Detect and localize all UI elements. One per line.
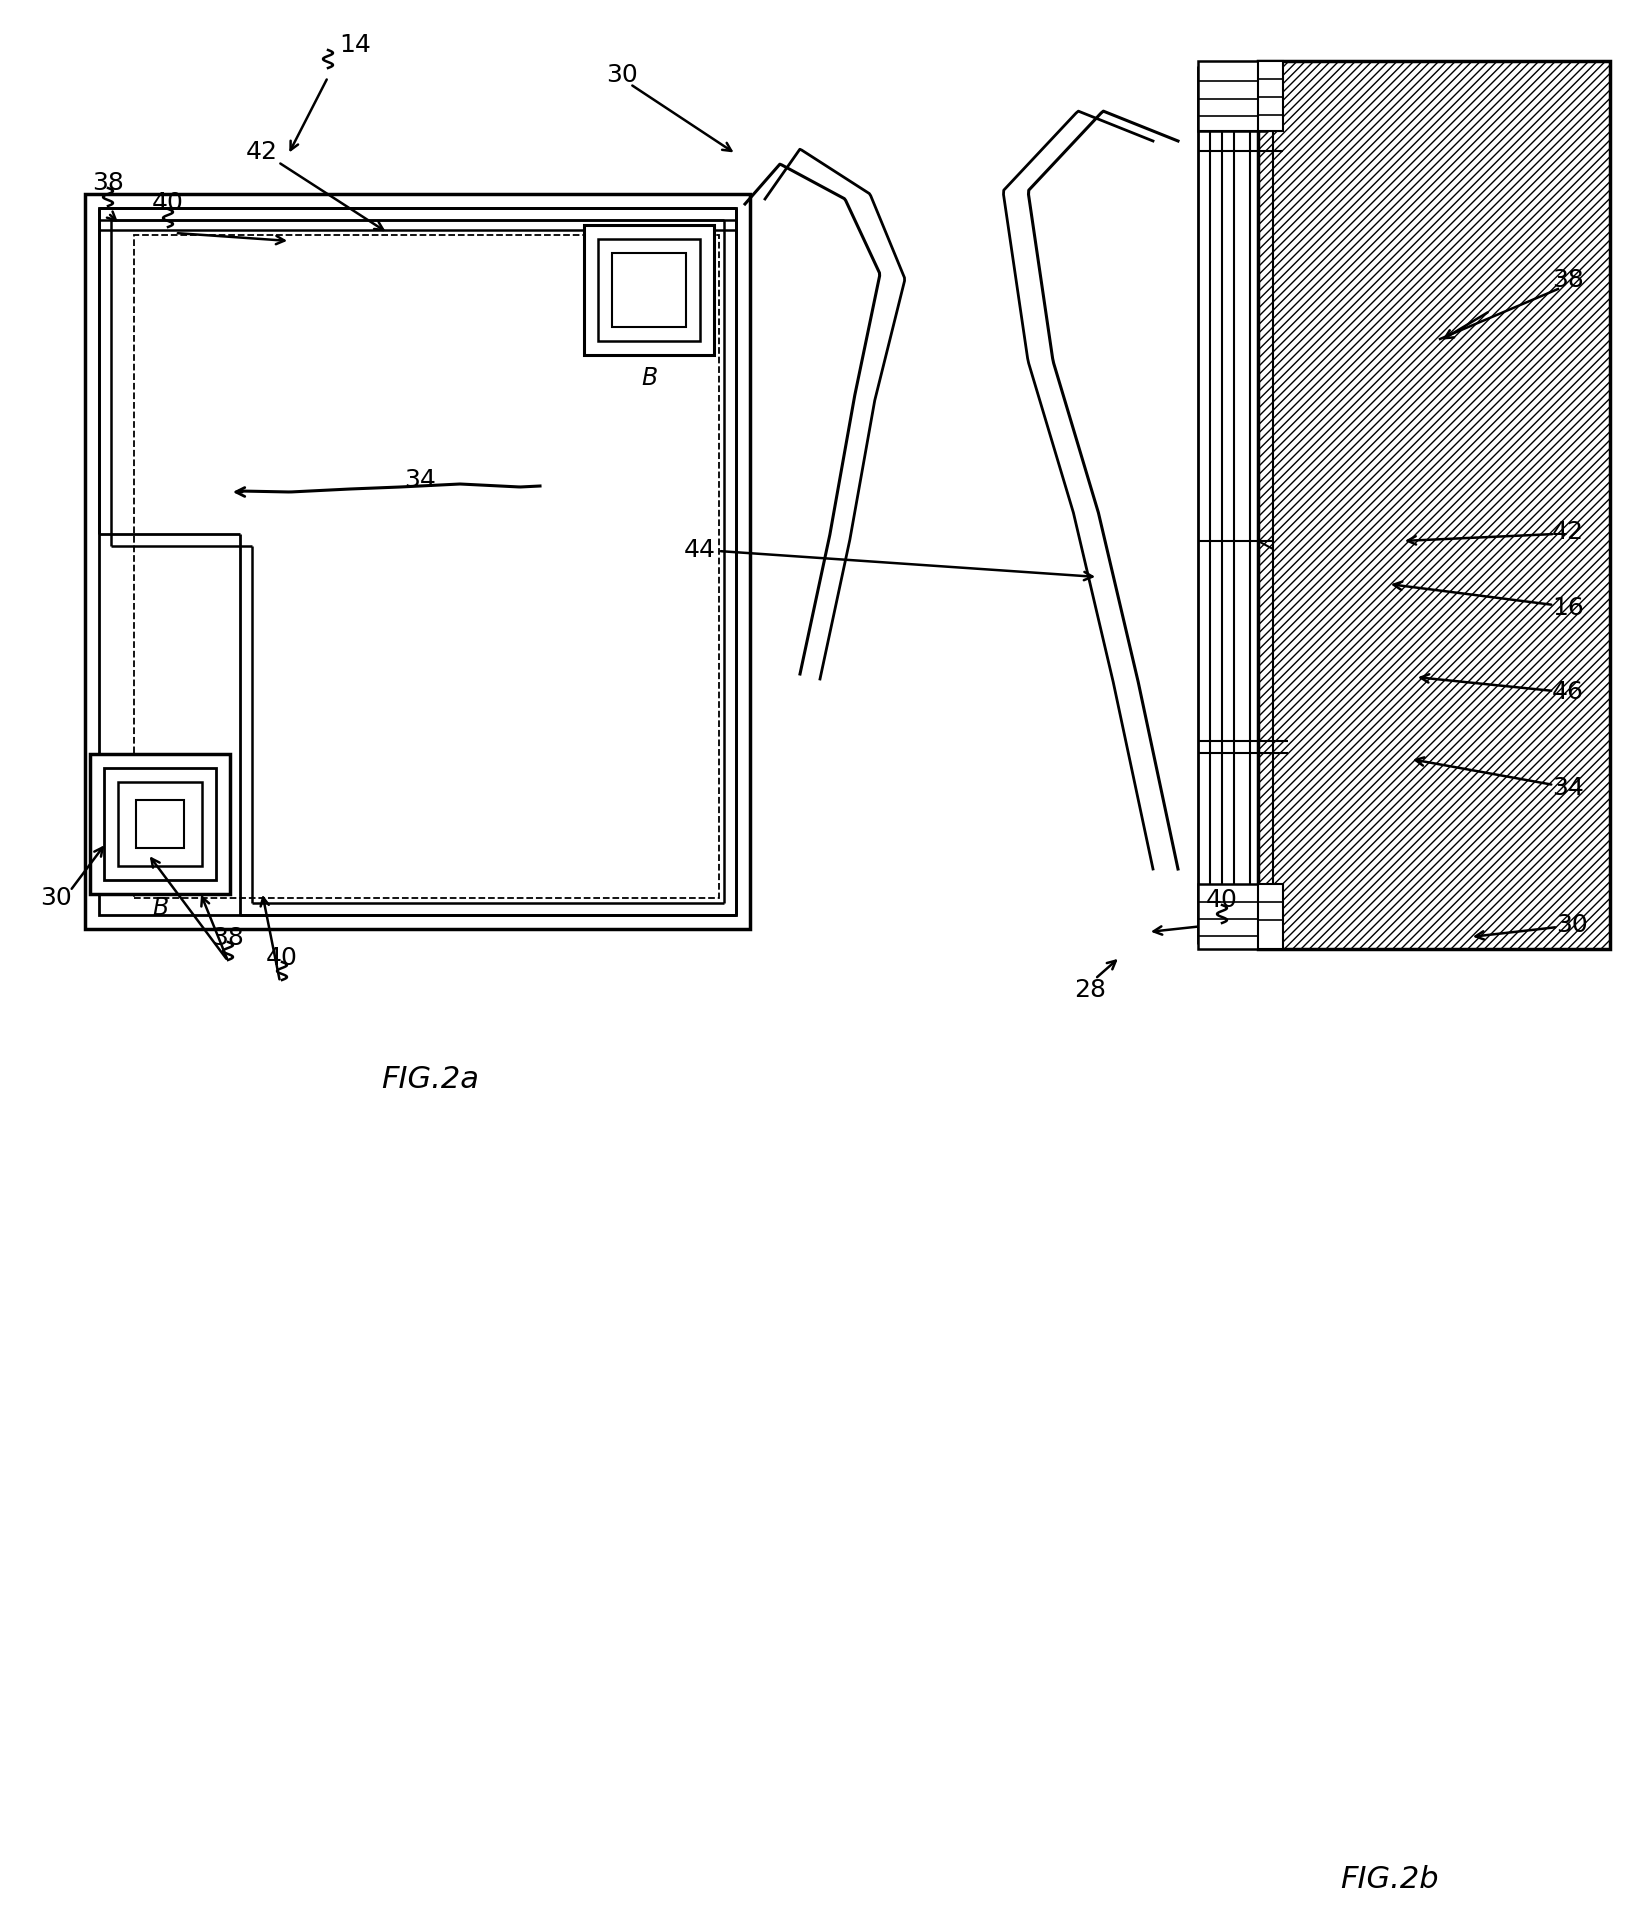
Bar (1198, 884, 1266, 950)
Bar (90, 755, 231, 894)
Bar (1198, 62, 1266, 131)
Bar (1258, 62, 1283, 131)
Bar (136, 801, 183, 849)
Text: FIG.2b: FIG.2b (1340, 1864, 1440, 1893)
Bar (1258, 884, 1283, 950)
Text: 42: 42 (1553, 519, 1584, 544)
Text: 38: 38 (1553, 268, 1584, 291)
Bar (85, 195, 749, 930)
Text: 38: 38 (92, 172, 124, 195)
Text: 40: 40 (267, 946, 298, 969)
Bar (612, 255, 685, 328)
Text: 44: 44 (684, 538, 717, 562)
Text: 16: 16 (1553, 596, 1584, 620)
Text: 38: 38 (213, 926, 244, 950)
Text: B: B (152, 896, 169, 919)
Bar (118, 782, 201, 867)
Text: FIG.2a: FIG.2a (381, 1065, 479, 1094)
Text: 42: 42 (245, 141, 278, 164)
Bar (599, 239, 700, 342)
Text: 28: 28 (1073, 977, 1106, 1002)
Text: 30: 30 (41, 886, 72, 909)
Bar (100, 208, 736, 915)
Bar (134, 235, 718, 899)
Bar (1258, 62, 1610, 950)
Text: 30: 30 (1556, 913, 1589, 936)
Text: 14: 14 (339, 33, 371, 58)
Bar (105, 768, 216, 880)
Text: 46: 46 (1553, 679, 1584, 704)
Text: 34: 34 (1553, 776, 1584, 799)
Text: 30: 30 (605, 64, 638, 87)
Bar (584, 226, 713, 355)
Text: 40: 40 (1206, 888, 1238, 911)
Text: B: B (641, 367, 658, 390)
Text: 34: 34 (404, 467, 435, 492)
Text: 40: 40 (152, 191, 183, 214)
